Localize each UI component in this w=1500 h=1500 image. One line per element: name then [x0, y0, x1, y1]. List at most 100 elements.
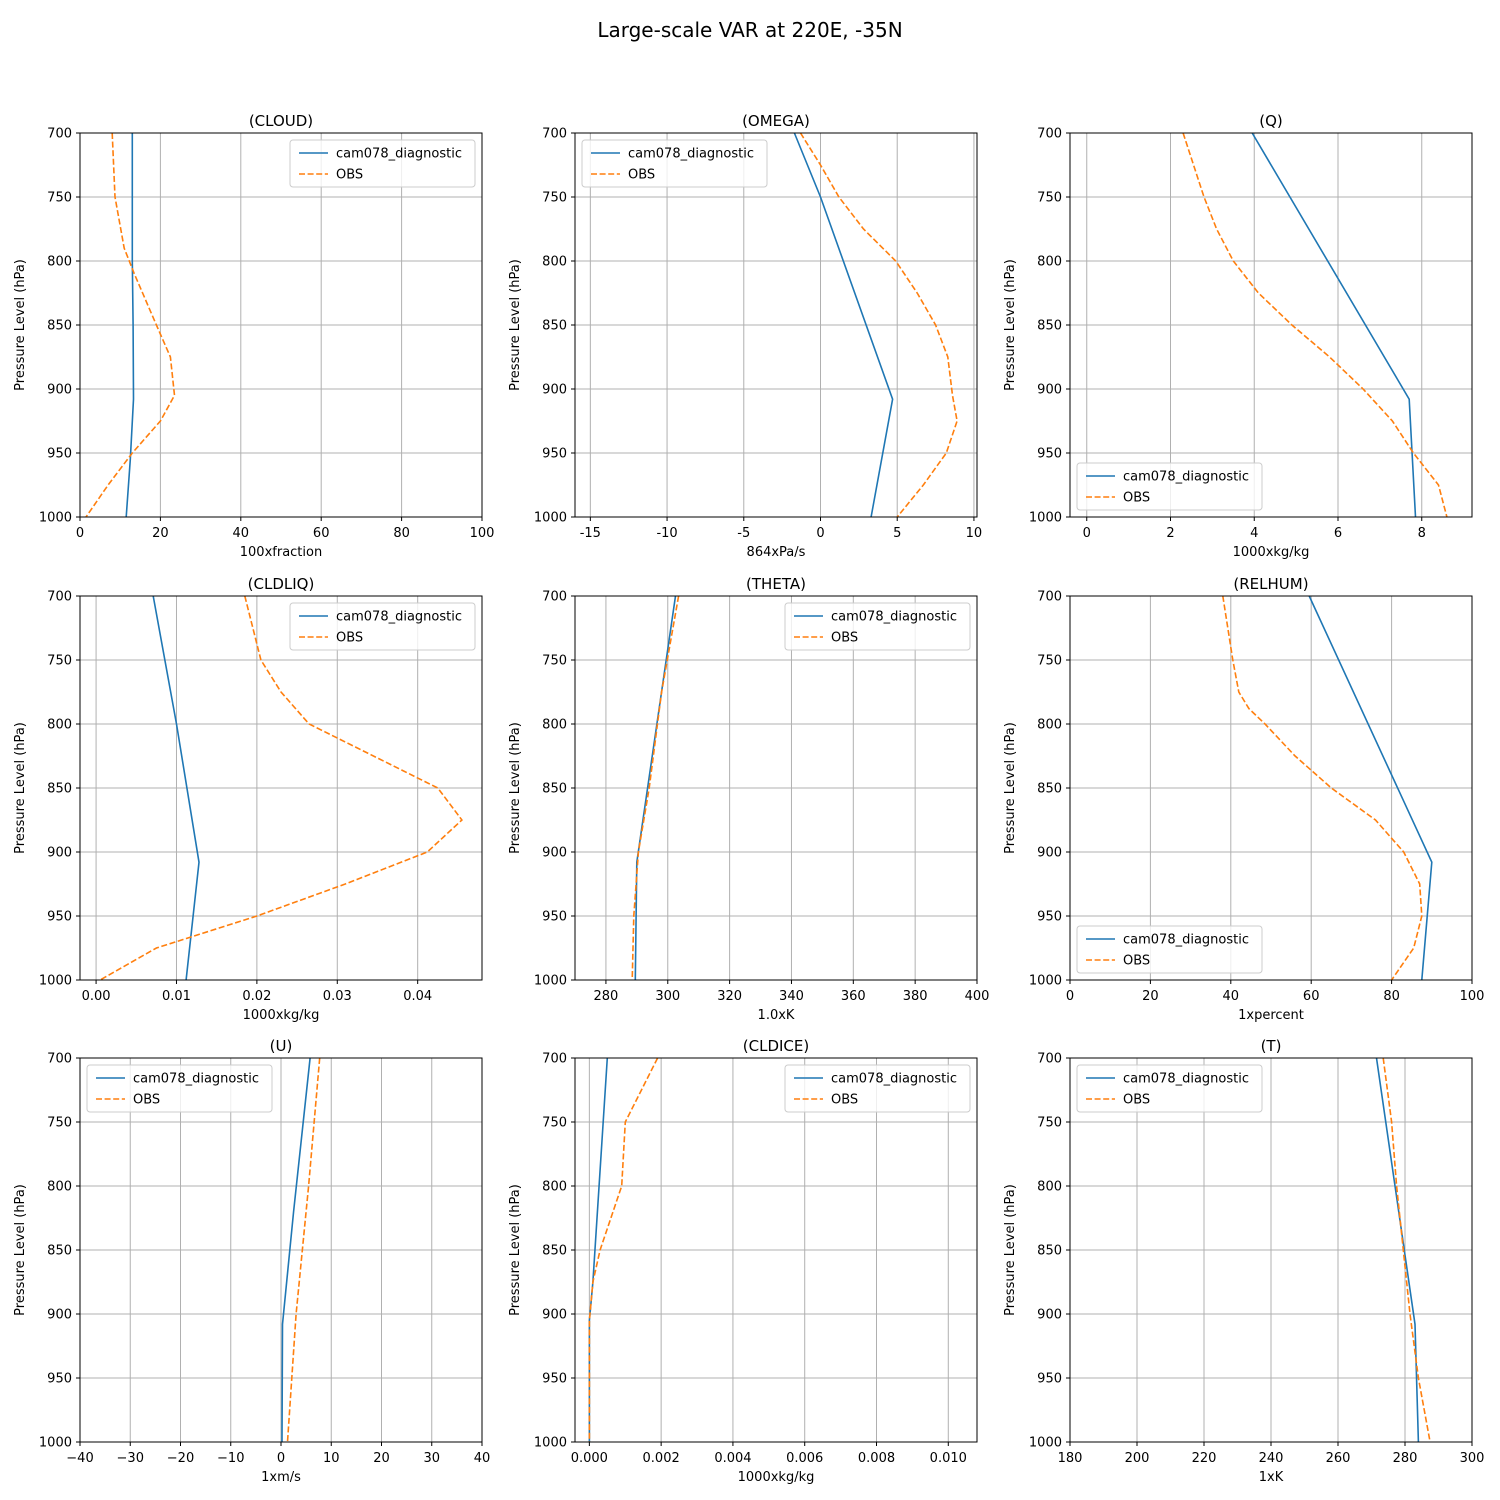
legend-box	[1076, 925, 1263, 974]
y-tick-label: 850	[542, 319, 567, 334]
x-tick-label: 0.01	[162, 989, 191, 1004]
x-tick-label: 20	[1142, 989, 1159, 1004]
x-tick-label: 0.04	[403, 989, 432, 1004]
x-tick-label: 180	[1058, 1451, 1083, 1466]
y-tick-label: 1000	[534, 1436, 567, 1451]
legend-box	[289, 139, 476, 188]
y-tick-label: 700	[47, 127, 72, 142]
legend-label: cam078_diagnostic	[1123, 1072, 1249, 1087]
x-tick-label: 320	[717, 989, 742, 1004]
x-tick-label: 0.010	[930, 1451, 967, 1466]
legend: cam078_diagnostic OBS	[1076, 462, 1263, 511]
legend-label: OBS	[831, 1093, 858, 1108]
panel-cldliq: 0.00 0.01 0.02 0.03 0.04 700 750 800 850 900 950 10…	[13, 575, 483, 1023]
y-tick-label: 750	[542, 654, 567, 669]
figure-title: Large-scale VAR at 220E, -35N	[597, 18, 902, 42]
y-tick-label: 800	[542, 1180, 567, 1195]
legend-label: cam078_diagnostic	[1123, 470, 1249, 485]
x-axis-label: 100xfraction	[240, 545, 322, 560]
legend-label: cam078_diagnostic	[628, 147, 754, 162]
x-tick-label: −40	[66, 1451, 93, 1466]
x-tick-label: 0	[816, 526, 824, 541]
y-tick-label: 900	[1037, 846, 1062, 861]
x-tick-label: 220	[1192, 1451, 1217, 1466]
series-line-obs	[85, 132, 176, 518]
y-tick-label: 800	[542, 718, 567, 733]
legend-box	[1076, 462, 1263, 511]
x-tick-label: 280	[1393, 1451, 1418, 1466]
y-tick-label: 950	[1037, 447, 1062, 462]
series-line-obs	[1382, 1057, 1431, 1443]
legend-label: cam078_diagnostic	[831, 1072, 957, 1087]
y-tick-label: 850	[47, 319, 72, 334]
x-tick-label: 0.02	[242, 989, 271, 1004]
x-tick-label: 0.004	[714, 1451, 751, 1466]
y-tick-label: 1000	[39, 511, 72, 526]
x-tick-label: 60	[1303, 989, 1320, 1004]
x-tick-label: 40	[474, 1451, 491, 1466]
y-tick-label: 750	[47, 191, 72, 206]
y-tick-label: 700	[47, 590, 72, 605]
x-tick-label: 6	[1334, 526, 1342, 541]
legend-box	[784, 602, 971, 651]
series-line-obs	[99, 595, 463, 981]
legend: cam078_diagnostic OBS	[1076, 925, 1263, 974]
legend-box	[86, 1064, 273, 1113]
legend-label: OBS	[336, 168, 363, 183]
series-line-obs	[799, 132, 958, 518]
y-axis-label: Pressure Level (hPa)	[508, 722, 523, 854]
series-line-model	[1375, 1057, 1420, 1443]
y-tick-label: 850	[47, 782, 72, 797]
y-tick-label: 750	[542, 1116, 567, 1131]
x-tick-label: 10	[323, 1451, 340, 1466]
legend-label: OBS	[336, 631, 363, 646]
y-tick-label: 950	[542, 910, 567, 925]
panel-relhum: 0 20 40 60 80 100 700 750 800 850 900 950 1000 (RELHU…	[1003, 575, 1484, 1023]
y-tick-label: 950	[1037, 910, 1062, 925]
x-tick-label: 0	[76, 526, 84, 541]
x-tick-label: 40	[233, 526, 250, 541]
x-tick-label: 8	[1418, 526, 1426, 541]
legend-label: OBS	[831, 631, 858, 646]
series-line-model	[1308, 595, 1433, 981]
x-tick-label: 20	[373, 1451, 390, 1466]
x-tick-label: 0	[277, 1451, 285, 1466]
y-tick-label: 950	[1037, 1372, 1062, 1387]
x-tick-label: 360	[841, 989, 866, 1004]
y-tick-label: 700	[542, 1052, 567, 1067]
legend-label: cam078_diagnostic	[831, 610, 957, 625]
x-tick-label: 4	[1250, 526, 1258, 541]
y-tick-label: 900	[47, 383, 72, 398]
x-tick-label: −30	[117, 1451, 144, 1466]
x-tick-label: 60	[313, 526, 330, 541]
y-tick-label: 900	[542, 846, 567, 861]
x-tick-label: 20	[152, 526, 169, 541]
y-tick-label: 950	[47, 910, 72, 925]
x-tick-label: 400	[965, 989, 990, 1004]
panel-title: (CLDLIQ)	[248, 575, 315, 593]
x-axis-label: 1000xkg/kg	[738, 1470, 815, 1485]
y-axis-label: Pressure Level (hPa)	[1003, 722, 1018, 854]
y-tick-label: 1000	[1029, 1436, 1062, 1451]
y-axis-label: Pressure Level (hPa)	[508, 1184, 523, 1316]
y-tick-label: 800	[47, 1180, 72, 1195]
x-tick-label: 0	[1083, 526, 1091, 541]
y-tick-label: 850	[1037, 782, 1062, 797]
legend-label: cam078_diagnostic	[1123, 933, 1249, 948]
x-axis-label: 1xpercent	[1238, 1008, 1304, 1023]
panel-q: 0 2 4 6 8 700 750 800 850 900 950 1000 (Q) 1000xkg/kg…	[1003, 112, 1473, 560]
x-tick-label: −10	[217, 1451, 244, 1466]
x-tick-label: −20	[167, 1451, 194, 1466]
panel-u: −40 −30 −20 −10 0 10 20 30 40 700 750 800 850 900 950 1…	[13, 1037, 490, 1485]
y-tick-label: 900	[542, 1308, 567, 1323]
x-tick-label: 0.03	[323, 989, 352, 1004]
panel-title: (U)	[270, 1037, 293, 1055]
panel-title: (RELHUM)	[1233, 575, 1308, 593]
legend: cam078_diagnostic OBS	[86, 1064, 273, 1113]
series-line-model	[125, 133, 135, 518]
x-tick-label: 10	[966, 526, 983, 541]
series-line-obs	[1222, 595, 1423, 981]
series-line-model	[152, 595, 200, 981]
x-tick-label: 280	[594, 989, 619, 1004]
y-tick-label: 800	[542, 255, 567, 270]
